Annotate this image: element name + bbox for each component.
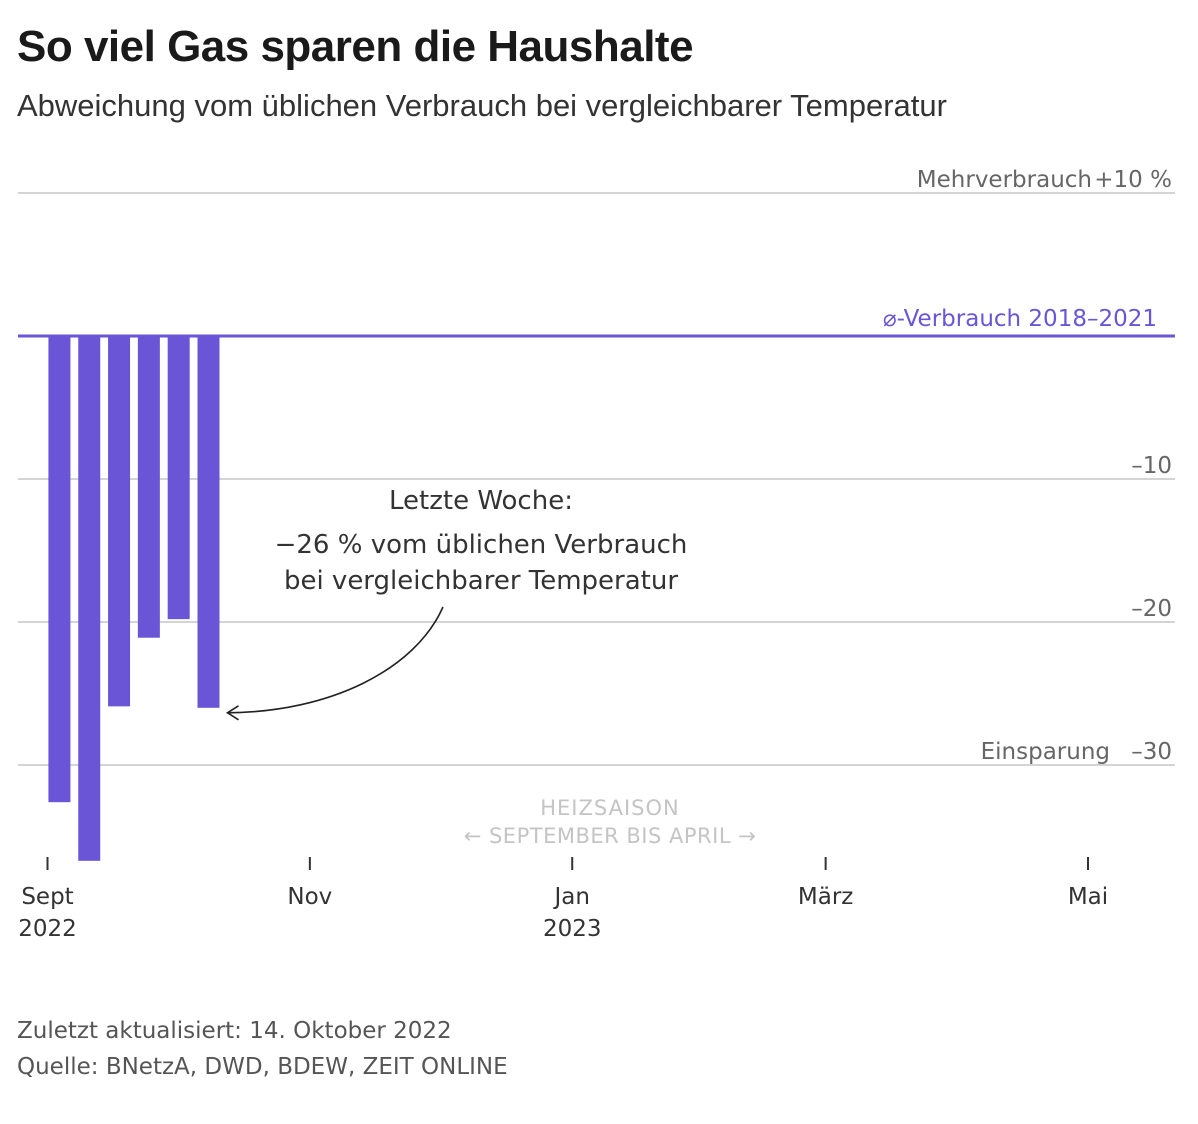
bars	[48, 336, 220, 861]
annotation-line-0: Letzte Woche:	[389, 486, 573, 516]
footer-updated: Zuletzt aktualisiert: 14. Oktober 2022	[17, 1018, 452, 1044]
x-tick-label-3: März	[798, 884, 853, 910]
gas-savings-bar-chart: ⌀-Verbrauch 2018–2021 +10 %Mehrverbrauch…	[18, 167, 1175, 942]
baseline-group: ⌀-Verbrauch 2018–2021	[18, 306, 1175, 338]
y-tick-label-1: –10	[1131, 453, 1172, 479]
season-label: HEIZSAISON ← SEPTEMBER BIS APRIL →	[464, 796, 757, 848]
x-tick-label-4: Mai	[1068, 884, 1108, 910]
annotation: Letzte Woche: −26 % vom üblichen Verbrauc…	[226, 486, 688, 721]
x-axis: Sept 2022 Nov Jan 2023 März Mai	[18, 857, 1108, 942]
y-tick-label-0: +10 %	[1094, 167, 1172, 193]
season-label-line2: ← SEPTEMBER BIS APRIL →	[464, 824, 757, 848]
y-tick-prefix-0: Mehrverbrauch	[917, 167, 1092, 193]
chart-subtitle: Abweichung vom üblichen Verbrauch bei ve…	[17, 88, 947, 123]
chart-title: So viel Gas sparen die Haushalte	[17, 22, 694, 71]
x-tick-label-0: Sept	[21, 884, 73, 910]
annotation-arrowhead	[226, 705, 239, 721]
x-tick-label-2: Jan	[552, 884, 589, 910]
y-tick-prefix-3: Einsparung	[981, 739, 1110, 765]
annotation-arrow	[227, 606, 444, 714]
x-tick-sublabel-0: 2022	[18, 916, 77, 942]
baseline-label: ⌀-Verbrauch 2018–2021	[883, 306, 1157, 332]
bar-5	[197, 336, 220, 708]
footer-source: Quelle: BNetzA, DWD, BDEW, ZEIT ONLINE	[17, 1054, 508, 1080]
season-label-line1: HEIZSAISON	[540, 796, 680, 820]
annotation-line-1: −26 % vom üblichen Verbrauch	[275, 530, 688, 560]
y-tick-label-3: –30	[1131, 739, 1172, 765]
bar-2	[108, 336, 131, 707]
bar-4	[167, 336, 190, 620]
bar-1	[78, 336, 101, 861]
grid-lines	[18, 192, 1175, 766]
bar-0	[48, 336, 71, 803]
bar-3	[137, 336, 160, 638]
x-tick-sublabel-2: 2023	[543, 916, 602, 942]
x-tick-label-1: Nov	[287, 884, 332, 910]
y-tick-label-2: –20	[1131, 596, 1172, 622]
y-axis-labels: +10 %Mehrverbrauch –10 –20 –30 Einsparung	[917, 167, 1172, 765]
annotation-line-2: bei vergleichbarer Temperatur	[284, 566, 678, 596]
